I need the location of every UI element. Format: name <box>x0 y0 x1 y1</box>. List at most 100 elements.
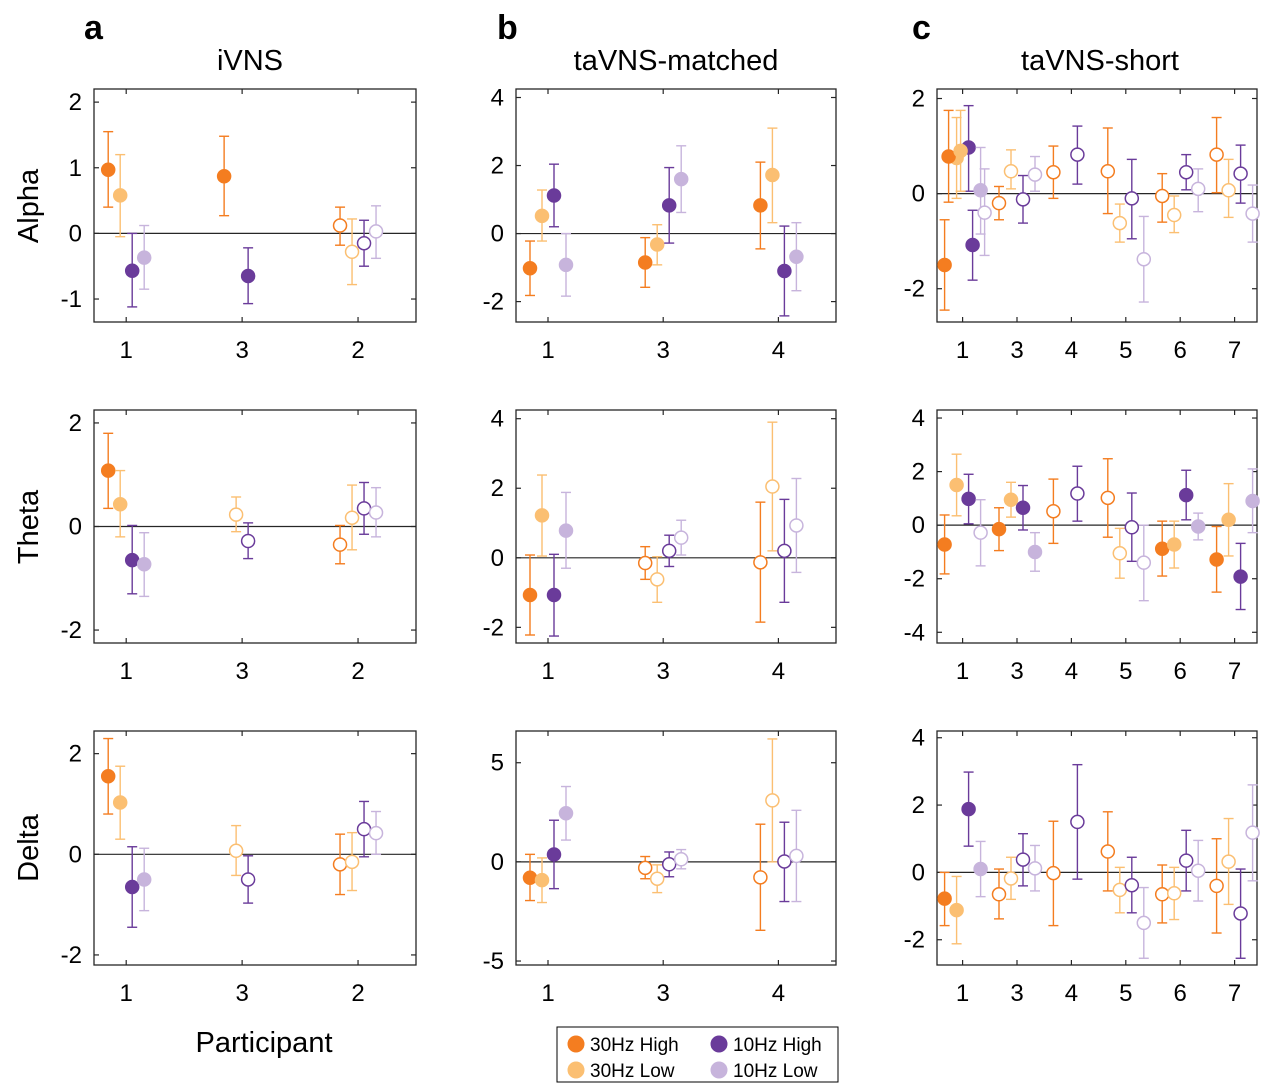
data-point <box>937 219 952 311</box>
data-point <box>1136 524 1152 602</box>
marker <box>1112 215 1128 231</box>
data-point <box>534 189 550 242</box>
marker <box>789 249 804 264</box>
marker <box>368 825 384 841</box>
x-tick-label: 6 <box>1174 337 1187 364</box>
marker <box>637 860 653 876</box>
marker <box>522 870 538 885</box>
y-tick-label: 1 <box>69 155 82 182</box>
marker <box>1245 825 1260 840</box>
data-point <box>1112 527 1128 579</box>
data-point <box>1124 158 1140 240</box>
data-point <box>1190 839 1206 902</box>
marker <box>1003 871 1019 886</box>
marker <box>1070 486 1085 501</box>
x-tick-label: 5 <box>1119 337 1132 364</box>
data-point <box>991 868 1007 920</box>
y-tick-label: -2 <box>61 942 82 969</box>
marker <box>1100 164 1116 179</box>
marker <box>637 555 653 571</box>
x-tick-label: 1 <box>120 658 133 685</box>
x-tick-label: 5 <box>1119 980 1132 1007</box>
data-point <box>661 534 677 568</box>
y-tick-label: 4 <box>491 406 504 433</box>
data-point <box>356 219 372 267</box>
marker <box>649 237 665 252</box>
marker <box>1003 164 1019 179</box>
data-point <box>949 875 964 945</box>
marker <box>546 587 562 603</box>
data-point <box>637 855 653 880</box>
y-tick-label: 4 <box>912 725 925 752</box>
y-tick-label: -2 <box>904 927 925 954</box>
data-point <box>240 247 256 305</box>
x-tick-label: 2 <box>351 658 364 685</box>
data-point <box>1136 886 1152 959</box>
x-tick-label: 3 <box>1010 658 1023 685</box>
data-point <box>765 421 780 552</box>
marker <box>973 183 988 198</box>
data-point <box>1221 817 1236 906</box>
y-tick-label: 2 <box>912 86 925 113</box>
marker <box>368 224 384 239</box>
marker <box>941 149 956 164</box>
marker <box>777 854 792 869</box>
x-tick-label: 1 <box>956 337 969 364</box>
axes-frame <box>936 409 1258 644</box>
data-point <box>1166 195 1182 234</box>
x-tick-label: 6 <box>1174 658 1187 685</box>
marker <box>949 477 964 493</box>
data-point <box>673 145 689 214</box>
marker <box>937 257 952 273</box>
data-point <box>937 514 952 575</box>
y-tick-label: -4 <box>904 619 925 646</box>
x-tick-label: 4 <box>772 658 785 685</box>
data-point <box>1015 174 1031 224</box>
data-point <box>1233 542 1248 611</box>
data-point <box>368 205 384 260</box>
y-tick-label: 2 <box>69 741 82 768</box>
data-point <box>1112 866 1128 914</box>
marker <box>344 510 360 525</box>
data-point <box>991 185 1007 221</box>
marker <box>216 169 232 184</box>
x-tick-label: 3 <box>657 658 670 685</box>
legend-label: 30Hz Low <box>590 1061 675 1082</box>
legend-box <box>556 1026 839 1083</box>
marker <box>1245 493 1260 509</box>
data-point <box>1190 512 1206 541</box>
marker <box>240 533 256 549</box>
data-point <box>777 498 792 604</box>
legend-marker <box>567 1035 585 1053</box>
data-point <box>344 484 360 551</box>
data-point <box>789 809 804 903</box>
marker <box>136 250 152 265</box>
data-point <box>124 232 140 308</box>
marker <box>1015 192 1031 207</box>
marker <box>1154 188 1170 204</box>
data-point <box>228 824 244 877</box>
marker <box>112 188 128 203</box>
data-point <box>973 146 988 235</box>
data-point <box>1046 145 1061 200</box>
data-point <box>332 833 348 896</box>
marker <box>673 530 689 545</box>
marker <box>1124 877 1140 893</box>
marker <box>1136 555 1152 570</box>
marker <box>332 857 348 872</box>
marker <box>1166 207 1182 223</box>
marker <box>1178 164 1194 180</box>
y-tick-label: -2 <box>61 617 82 644</box>
x-tick-label: 4 <box>1065 980 1078 1007</box>
y-tick-label: 2 <box>912 459 925 486</box>
data-point <box>949 453 964 517</box>
marker <box>534 508 550 523</box>
y-tick-label: 2 <box>912 792 925 819</box>
data-point <box>661 166 677 244</box>
marker <box>949 902 964 918</box>
x-tick-label: 3 <box>235 658 248 685</box>
legend-label: 10Hz Low <box>733 1061 818 1082</box>
marker <box>1221 183 1236 198</box>
marker <box>124 879 140 895</box>
y-tick-label: 0 <box>912 859 925 886</box>
